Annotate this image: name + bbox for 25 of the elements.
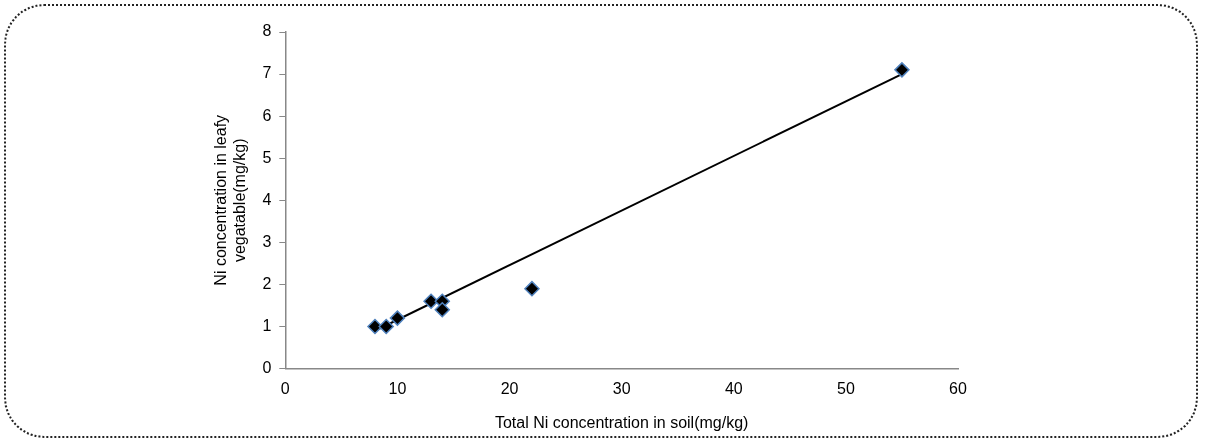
point xyxy=(389,310,406,326)
y-tick-label: 8 xyxy=(262,22,272,40)
y-tick-label: 1 xyxy=(262,316,272,334)
point xyxy=(367,318,383,335)
x-axis-title: Total Ni concentration in soil(mg/kg) xyxy=(494,413,749,431)
x-tick-label: 40 xyxy=(724,379,743,397)
point xyxy=(434,301,451,318)
y-tick-label: 7 xyxy=(262,64,272,82)
y-tick-label: 2 xyxy=(262,274,272,292)
x-tick-label: 60 xyxy=(949,379,967,397)
x-tick-label: 50 xyxy=(836,379,855,397)
y-tick-label: 4 xyxy=(262,190,272,208)
point xyxy=(423,293,439,310)
y-tick-label: 5 xyxy=(262,148,272,166)
x-tick-label: 30 xyxy=(612,379,631,397)
point xyxy=(524,280,540,297)
y-axis-title: Ni concentration in leafy vegatable(mg/kg) xyxy=(212,114,249,286)
point xyxy=(894,62,910,78)
x-tick-label: 10 xyxy=(388,379,407,397)
y-tick-label: 0 xyxy=(262,359,272,377)
point xyxy=(378,318,394,335)
y-tick-label: 6 xyxy=(262,106,272,124)
x-tick-label: 0 xyxy=(280,379,290,397)
x-tick-label: 20 xyxy=(500,379,519,397)
y-tick-label: 3 xyxy=(262,232,272,250)
